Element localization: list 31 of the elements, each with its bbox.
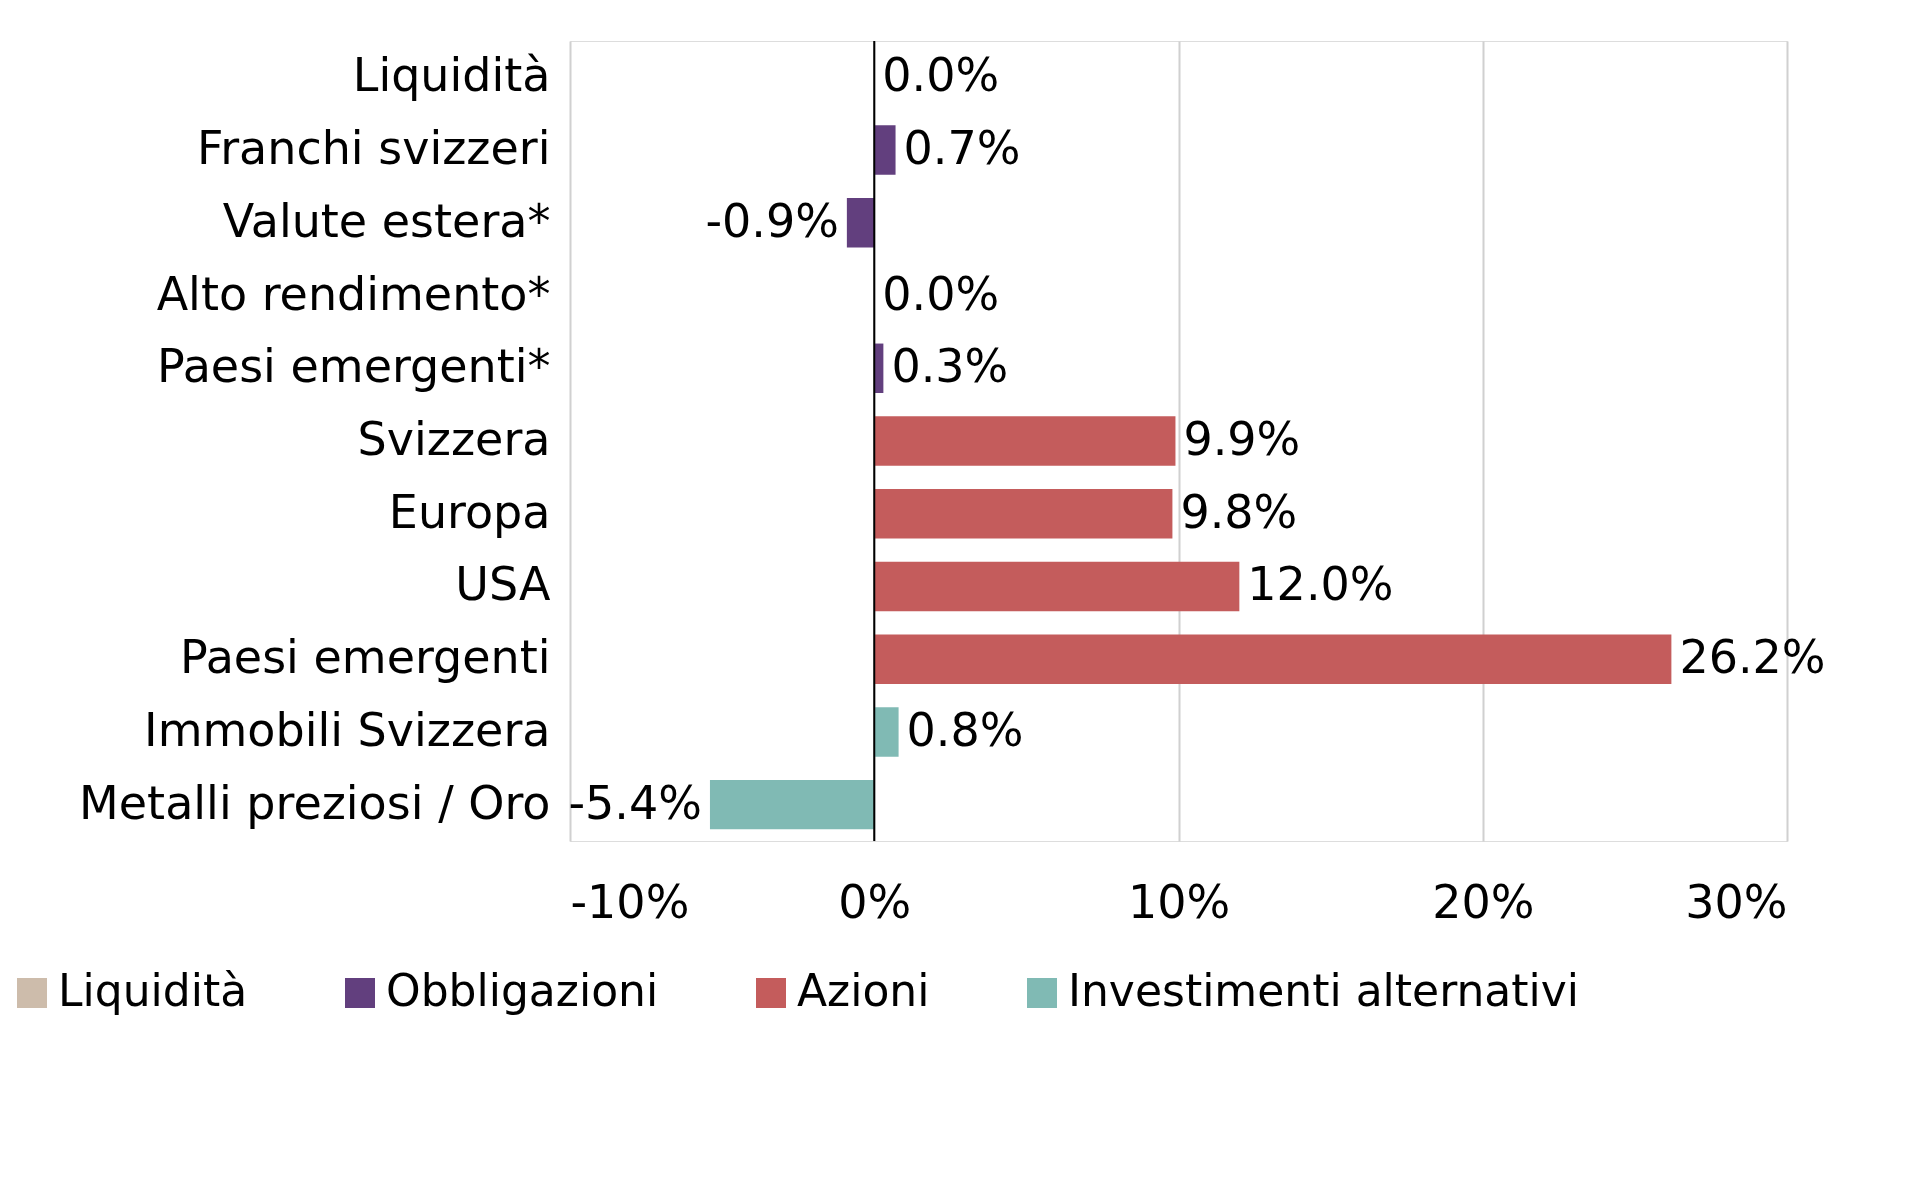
y-tick-label: USA <box>455 557 552 612</box>
legend-label: Investimenti alternativi <box>1068 965 1580 1016</box>
data-label: 9.9% <box>1183 412 1301 466</box>
legend-label: Obbligazioni <box>386 965 659 1016</box>
data-label: 0.3% <box>891 339 1009 394</box>
x-tick-label: 0% <box>838 874 912 929</box>
data-label: 26.2% <box>1679 630 1826 685</box>
data-label: -5.4% <box>568 775 702 830</box>
data-label: 0.0% <box>882 266 1000 321</box>
data-label: 12.0% <box>1247 557 1394 612</box>
data-label: -0.9% <box>705 193 839 248</box>
x-tick-label: -10% <box>570 874 690 929</box>
data-label: 0.7% <box>903 121 1021 176</box>
y-tick-label: Metalli preziosi / Oro <box>79 775 551 830</box>
y-tick-label: Alto rendimento* <box>156 266 551 321</box>
y-tick-label: Svizzera <box>357 412 551 466</box>
legend-label: Azioni <box>797 965 930 1016</box>
y-tick-label: Europa <box>388 484 551 539</box>
y-tick-label: Franchi svizzeri <box>197 121 551 176</box>
y-tick-label: Valute estera* <box>222 193 551 248</box>
data-label: 0.0% <box>882 48 1000 103</box>
legend-label: Liquidità <box>58 965 248 1016</box>
x-tick-label: 30% <box>1685 874 1788 929</box>
x-tick-label: 10% <box>1127 874 1231 929</box>
y-tick-label: Paesi emergenti* <box>156 339 551 394</box>
y-tick-label: Liquidità <box>352 48 551 103</box>
y-tick-label: Immobili Svizzera <box>144 702 551 757</box>
x-tick-label: 20% <box>1432 874 1535 929</box>
data-label: 0.8% <box>906 702 1024 757</box>
y-tick-label: Paesi emergenti <box>179 630 551 685</box>
data-label: 9.8% <box>1180 484 1298 539</box>
